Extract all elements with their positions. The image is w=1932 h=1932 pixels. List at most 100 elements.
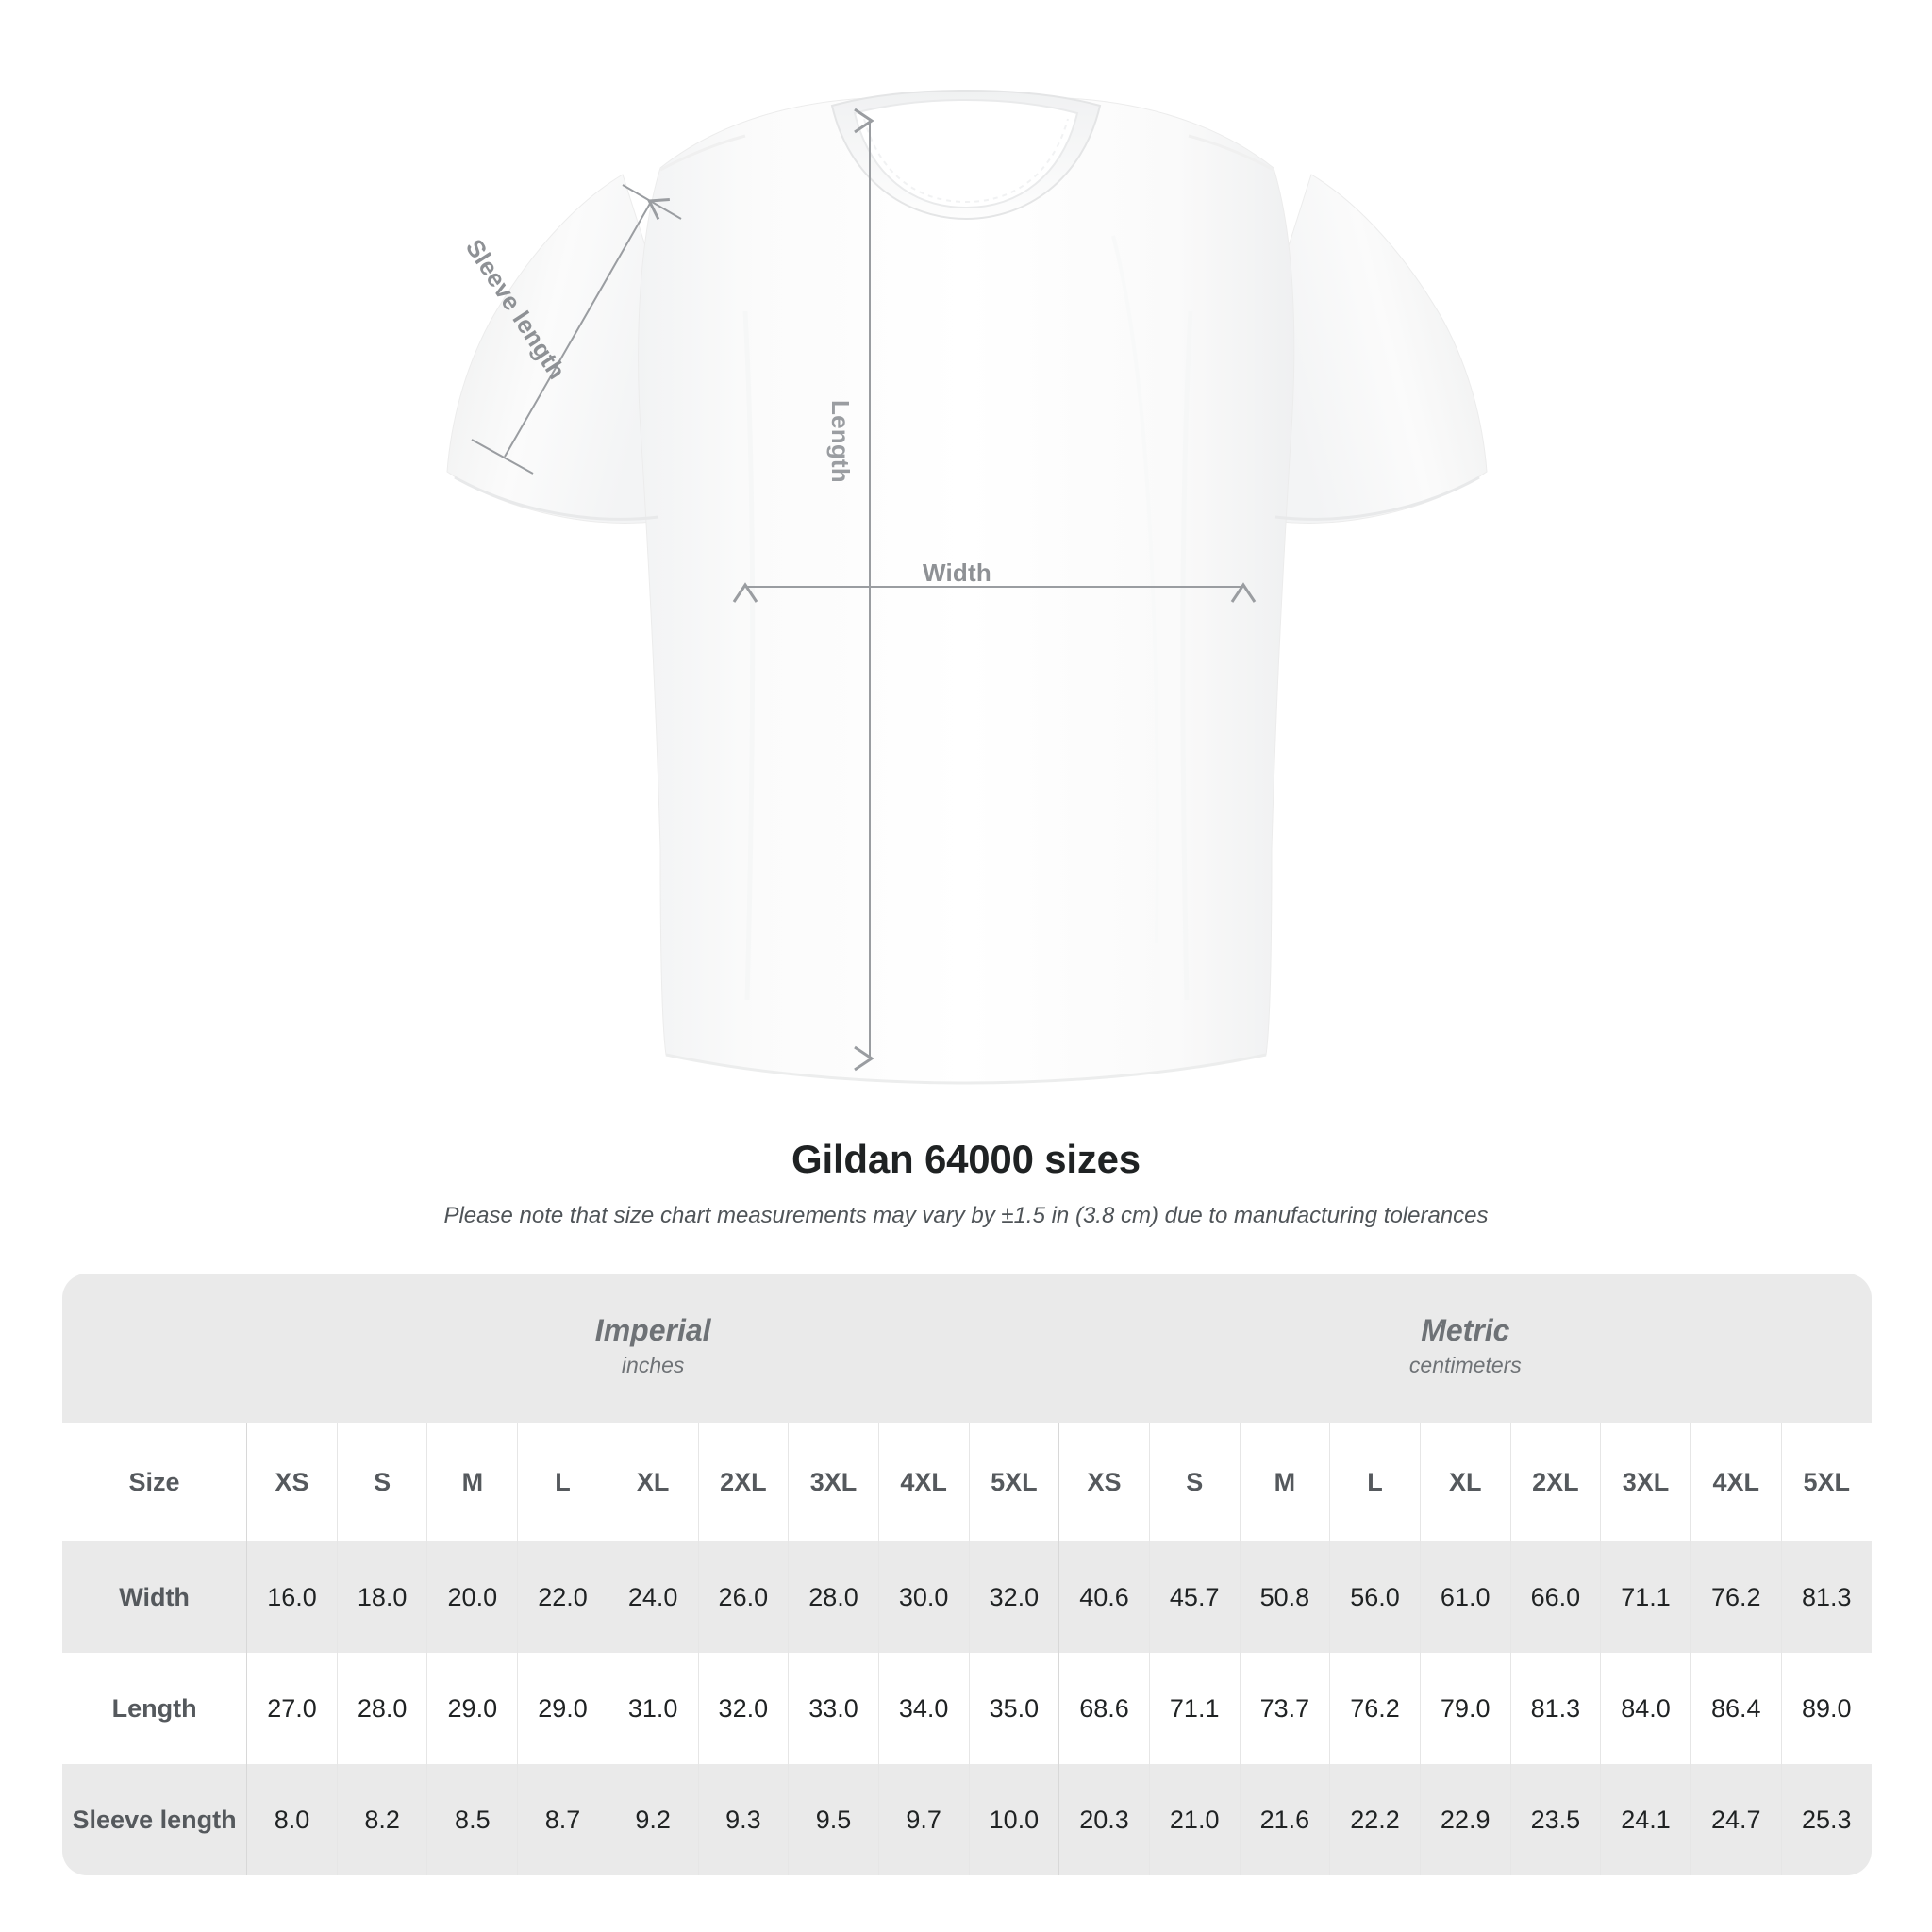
cell-sleeve-length-imperial-3xl: 9.5 [788, 1764, 879, 1875]
size-header-metric-s: S [1148, 1423, 1241, 1541]
cell-sleeve-length-metric-s: 21.0 [1148, 1764, 1241, 1875]
sleeve-tick-bottom [471, 439, 534, 475]
cell-sleeve-length-imperial-s: 8.2 [336, 1764, 427, 1875]
cell-length-metric-5xl: 89.0 [1780, 1653, 1872, 1764]
cell-width-imperial-s: 18.0 [336, 1541, 427, 1653]
size-header-metric-xs: XS [1058, 1423, 1150, 1541]
unit-group-imperial: Imperial inches [246, 1274, 1059, 1423]
cell-sleeve-length-imperial-5xl: 10.0 [968, 1764, 1059, 1875]
row-label-length: Length [62, 1653, 247, 1764]
size-row-label: Size [62, 1423, 247, 1541]
tshirt-illustration: Width Length Sleeve length [446, 89, 1488, 1085]
cell-length-metric-xl: 79.0 [1419, 1653, 1511, 1764]
size-header-imperial-s: S [336, 1423, 427, 1541]
cell-width-metric-l: 56.0 [1329, 1541, 1421, 1653]
cell-width-metric-2xl: 66.0 [1509, 1541, 1601, 1653]
cell-sleeve-length-imperial-4xl: 9.7 [877, 1764, 970, 1875]
size-header-metric-4xl: 4XL [1690, 1423, 1782, 1541]
cell-length-imperial-5xl: 35.0 [968, 1653, 1059, 1764]
cell-sleeve-length-metric-3xl: 24.1 [1600, 1764, 1691, 1875]
size-header-imperial-xl: XL [607, 1423, 698, 1541]
size-header-imperial-l: L [517, 1423, 608, 1541]
shirt-body [638, 97, 1295, 1084]
cell-length-metric-xs: 68.6 [1058, 1653, 1150, 1764]
cell-length-imperial-l: 29.0 [517, 1653, 608, 1764]
row-label-sleeve-length: Sleeve length [62, 1764, 247, 1875]
cell-sleeve-length-imperial-2xl: 9.3 [697, 1764, 789, 1875]
cell-length-imperial-xl: 31.0 [607, 1653, 698, 1764]
cell-sleeve-length-imperial-l: 8.7 [517, 1764, 608, 1875]
length-dimension-label: Length [826, 400, 855, 483]
cell-width-imperial-3xl: 28.0 [788, 1541, 879, 1653]
cell-width-metric-m: 50.8 [1239, 1541, 1330, 1653]
cell-sleeve-length-imperial-xl: 9.2 [607, 1764, 698, 1875]
sleeve-tick-top [622, 184, 682, 220]
cell-width-metric-xs: 40.6 [1058, 1541, 1150, 1653]
cell-width-metric-xl: 61.0 [1419, 1541, 1511, 1653]
cell-length-metric-m: 73.7 [1239, 1653, 1330, 1764]
cell-length-metric-3xl: 84.0 [1600, 1653, 1691, 1764]
tshirt-graphic [446, 89, 1488, 1085]
cell-width-imperial-m: 20.0 [426, 1541, 518, 1653]
page-title: Gildan 64000 sizes [791, 1137, 1141, 1181]
cell-sleeve-length-metric-xs: 20.3 [1058, 1764, 1150, 1875]
table-row: Width 16.0 18.0 20.0 22.0 24.0 26.0 28.0 30.0 32.… [62, 1541, 1872, 1653]
size-chart-table-wrapper: Imperial inches Metric centimeters Size XS S M L… [62, 1274, 1872, 1875]
cell-sleeve-length-imperial-xs: 8.0 [246, 1764, 338, 1875]
size-header-metric-l: L [1329, 1423, 1421, 1541]
unit-header-row: Imperial inches Metric centimeters [62, 1274, 1872, 1423]
chart-heading-block: Gildan 64000 sizes Please note that size… [0, 1137, 1932, 1229]
size-header-row: Size XS S M L XL 2XL 3XL 4XL 5XL XS S M L XL 2XL 3XL 4XL 5… [62, 1423, 1872, 1541]
row-label-width: Width [62, 1541, 247, 1653]
size-header-metric-2xl: 2XL [1509, 1423, 1601, 1541]
table-row: Sleeve length 8.0 8.2 8.5 8.7 9.2 9.3 9.5 9.7 10.… [62, 1764, 1872, 1875]
cell-width-imperial-xl: 24.0 [607, 1541, 698, 1653]
cell-sleeve-length-metric-2xl: 23.5 [1509, 1764, 1601, 1875]
right-sleeve [1267, 174, 1488, 524]
unit-group-metric-sub: centimeters [1408, 1353, 1522, 1377]
size-header-metric-m: M [1239, 1423, 1330, 1541]
unit-group-metric: Metric centimeters [1058, 1274, 1872, 1423]
size-header-metric-5xl: 5XL [1780, 1423, 1872, 1541]
left-sleeve [446, 174, 667, 524]
cell-length-metric-2xl: 81.3 [1509, 1653, 1601, 1764]
cell-sleeve-length-metric-xl: 22.9 [1419, 1764, 1511, 1875]
cell-sleeve-length-metric-m: 21.6 [1239, 1764, 1330, 1875]
cell-length-metric-l: 76.2 [1329, 1653, 1421, 1764]
size-header-metric-3xl: 3XL [1600, 1423, 1691, 1541]
size-header-imperial-5xl: 5XL [968, 1423, 1059, 1541]
cell-width-metric-4xl: 76.2 [1690, 1541, 1782, 1653]
size-chart-table: Imperial inches Metric centimeters Size XS S M L… [62, 1274, 1872, 1875]
unit-group-imperial-sub: inches [621, 1353, 685, 1377]
cell-length-imperial-4xl: 34.0 [877, 1653, 970, 1764]
cell-width-imperial-xs: 16.0 [246, 1541, 338, 1653]
size-header-imperial-3xl: 3XL [788, 1423, 879, 1541]
cell-width-imperial-l: 22.0 [517, 1541, 608, 1653]
cell-sleeve-length-metric-5xl: 25.3 [1780, 1764, 1872, 1875]
width-dimension-label: Width [923, 558, 991, 587]
cell-sleeve-length-imperial-m: 8.5 [426, 1764, 518, 1875]
unit-group-imperial-name: Imperial [594, 1313, 711, 1348]
sleeve-measure-line [504, 198, 670, 458]
size-header-imperial-4xl: 4XL [877, 1423, 970, 1541]
cell-sleeve-length-metric-4xl: 24.7 [1690, 1764, 1782, 1875]
size-header-imperial-xs: XS [246, 1423, 338, 1541]
unit-group-metric-name: Metric [1421, 1313, 1510, 1348]
size-header-imperial-2xl: 2XL [697, 1423, 789, 1541]
cell-width-imperial-4xl: 30.0 [877, 1541, 970, 1653]
cell-width-imperial-5xl: 32.0 [968, 1541, 1059, 1653]
cell-sleeve-length-metric-l: 22.2 [1329, 1764, 1421, 1875]
unit-band-spacer [62, 1274, 247, 1423]
cell-length-imperial-m: 29.0 [426, 1653, 518, 1764]
cell-width-imperial-2xl: 26.0 [697, 1541, 789, 1653]
table-row: Length 27.0 28.0 29.0 29.0 31.0 32.0 33.0 34.0 35… [62, 1653, 1872, 1764]
cell-length-metric-s: 71.1 [1148, 1653, 1241, 1764]
cell-length-metric-4xl: 86.4 [1690, 1653, 1782, 1764]
size-header-metric-xl: XL [1419, 1423, 1511, 1541]
cell-width-metric-5xl: 81.3 [1780, 1541, 1872, 1653]
cell-length-imperial-3xl: 33.0 [788, 1653, 879, 1764]
cell-length-imperial-s: 28.0 [336, 1653, 427, 1764]
cell-length-imperial-2xl: 32.0 [697, 1653, 789, 1764]
tolerance-note: Please note that size chart measurements… [443, 1203, 1489, 1228]
cell-width-metric-3xl: 71.1 [1600, 1541, 1691, 1653]
